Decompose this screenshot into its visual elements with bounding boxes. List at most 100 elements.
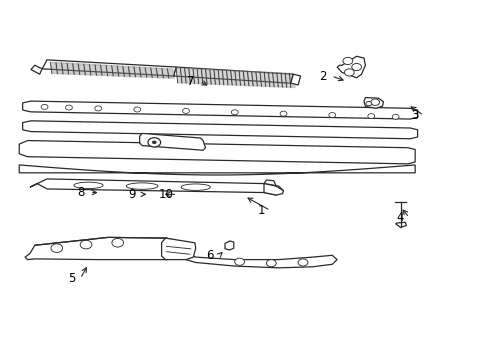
Polygon shape [95, 65, 102, 75]
Polygon shape [22, 121, 417, 139]
Polygon shape [285, 73, 290, 87]
Circle shape [51, 244, 62, 252]
Polygon shape [56, 63, 62, 74]
Circle shape [112, 238, 123, 247]
Polygon shape [31, 65, 42, 74]
Polygon shape [234, 71, 240, 85]
Polygon shape [122, 66, 129, 76]
Polygon shape [30, 179, 283, 195]
Polygon shape [239, 71, 244, 85]
Text: 4: 4 [396, 211, 404, 224]
Text: 5: 5 [67, 272, 75, 285]
Polygon shape [181, 253, 336, 268]
Polygon shape [363, 98, 383, 108]
Circle shape [367, 114, 374, 119]
Polygon shape [251, 72, 257, 86]
Text: 7: 7 [187, 75, 194, 88]
Polygon shape [50, 62, 57, 73]
Polygon shape [61, 63, 68, 74]
Polygon shape [247, 72, 253, 86]
Circle shape [370, 99, 379, 105]
Polygon shape [289, 73, 295, 87]
Polygon shape [25, 237, 190, 260]
Polygon shape [255, 72, 261, 86]
Text: 3: 3 [410, 109, 418, 122]
Circle shape [95, 106, 102, 111]
Circle shape [298, 259, 307, 266]
Circle shape [391, 114, 398, 119]
Polygon shape [139, 67, 146, 77]
Ellipse shape [74, 182, 103, 189]
Polygon shape [67, 63, 74, 74]
Polygon shape [264, 72, 269, 86]
Polygon shape [19, 140, 414, 164]
Circle shape [365, 102, 371, 106]
Polygon shape [197, 69, 203, 84]
Polygon shape [140, 134, 205, 150]
Polygon shape [176, 68, 182, 83]
Polygon shape [395, 222, 406, 227]
Text: 9: 9 [128, 188, 136, 201]
Circle shape [152, 141, 156, 144]
Circle shape [266, 260, 276, 267]
Polygon shape [184, 68, 190, 83]
Polygon shape [161, 238, 195, 260]
Circle shape [41, 104, 48, 109]
Circle shape [231, 110, 238, 115]
Polygon shape [243, 71, 248, 86]
Polygon shape [84, 64, 90, 75]
Polygon shape [205, 69, 211, 84]
Polygon shape [173, 67, 293, 83]
Polygon shape [150, 68, 157, 77]
Circle shape [328, 113, 335, 118]
Circle shape [351, 63, 361, 71]
Text: 1: 1 [257, 204, 265, 217]
Polygon shape [128, 67, 135, 77]
Polygon shape [89, 64, 96, 75]
Text: 10: 10 [159, 188, 174, 201]
Circle shape [280, 111, 286, 116]
Polygon shape [264, 184, 283, 195]
Polygon shape [167, 69, 174, 78]
Circle shape [134, 107, 141, 112]
Polygon shape [42, 60, 176, 76]
Polygon shape [209, 70, 215, 84]
Polygon shape [111, 66, 118, 76]
Polygon shape [272, 73, 278, 87]
Circle shape [80, 240, 92, 249]
Polygon shape [193, 69, 199, 84]
Polygon shape [156, 68, 163, 78]
Polygon shape [101, 65, 107, 76]
Text: 8: 8 [77, 186, 84, 199]
Polygon shape [336, 56, 365, 78]
Polygon shape [78, 64, 85, 75]
Circle shape [342, 57, 352, 64]
Polygon shape [260, 72, 265, 86]
Circle shape [344, 69, 353, 76]
Polygon shape [268, 72, 274, 87]
Circle shape [148, 138, 160, 147]
Text: 6: 6 [206, 249, 214, 262]
Polygon shape [19, 165, 414, 175]
Polygon shape [73, 64, 80, 75]
Polygon shape [22, 101, 417, 119]
Polygon shape [162, 68, 168, 78]
Polygon shape [218, 70, 224, 85]
Polygon shape [230, 71, 236, 85]
Text: 2: 2 [318, 69, 325, 82]
Polygon shape [290, 74, 300, 85]
Polygon shape [222, 70, 228, 85]
Polygon shape [226, 71, 232, 85]
Circle shape [234, 258, 244, 265]
Circle shape [182, 108, 189, 113]
Polygon shape [224, 241, 233, 250]
Polygon shape [201, 69, 207, 84]
Polygon shape [214, 70, 219, 84]
Polygon shape [134, 67, 141, 77]
Ellipse shape [181, 184, 210, 190]
Polygon shape [117, 66, 124, 76]
Polygon shape [281, 73, 286, 87]
Circle shape [65, 105, 72, 110]
Polygon shape [276, 73, 282, 87]
Polygon shape [188, 69, 194, 83]
